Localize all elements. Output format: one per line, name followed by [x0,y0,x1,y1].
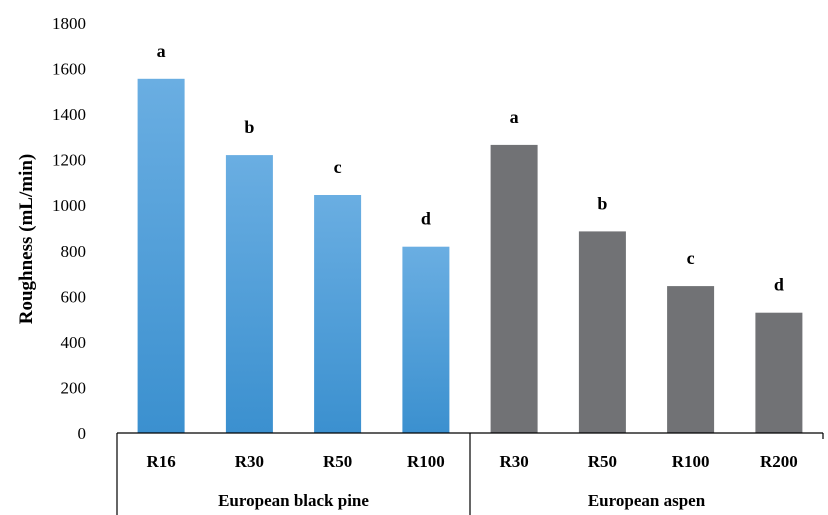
bar [225,155,273,433]
significance-letter: c [687,248,695,268]
x-category-label: R30 [499,452,528,471]
y-tick-label: 0 [78,424,87,443]
axes [116,432,824,515]
y-axis-ticks: 0 200 400 600 800 1000 1200 1400 1600 1800 [52,14,86,443]
significance-letter: b [244,117,254,137]
bar [667,286,715,433]
y-axis-label: Roughness (mL/min) [16,154,37,325]
y-tick-label: 200 [61,378,87,397]
x-category-label: R30 [235,452,264,471]
y-tick-label: 1000 [52,196,86,215]
y-tick-label: 400 [61,333,87,352]
bar [490,144,538,433]
group-label: European aspen [588,491,706,510]
bar [578,231,626,433]
significance-letter: d [774,275,784,295]
bar [137,78,185,434]
x-category-label: R50 [323,452,352,471]
x-category-label: R100 [407,452,445,471]
significance-letter: d [421,209,431,229]
significance-letter: a [510,107,519,127]
bar [755,312,803,433]
significance-letter: b [597,193,607,213]
y-tick-label: 800 [61,242,87,261]
category-labels: a R16 b R30 c R50 d R100 a R30 b R50 c R100 d R200 Europ… [146,41,797,510]
y-tick-label: 1200 [52,151,86,170]
group-label: European black pine [218,491,369,510]
bars [137,78,803,434]
significance-letter: c [334,157,342,177]
y-tick-label: 1600 [52,60,86,79]
x-category-label: R100 [672,452,710,471]
x-category-label: R200 [760,452,798,471]
bar [314,195,362,433]
significance-letter: a [157,41,166,61]
y-tick-label: 1400 [52,105,86,124]
x-category-label: R16 [146,452,175,471]
bar [402,246,450,433]
x-category-label: R50 [588,452,617,471]
y-tick-label: 1800 [52,14,86,33]
y-tick-label: 600 [61,287,87,306]
